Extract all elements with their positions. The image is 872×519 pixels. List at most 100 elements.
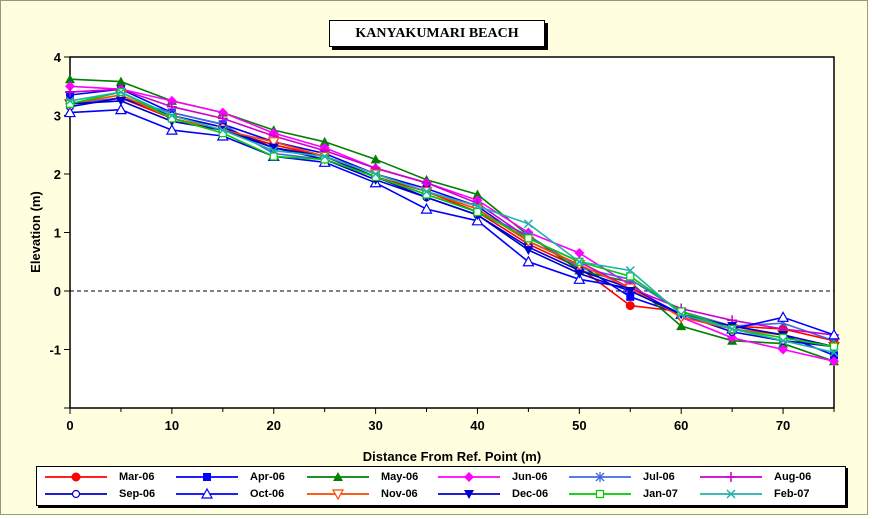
data-point-jun-06: [166, 95, 177, 106]
legend-label: Nov-06: [381, 488, 418, 500]
legend-marker: [726, 489, 736, 499]
data-point-aug-06: [65, 87, 75, 98]
legend-item-jun-06: Jun-06: [436, 469, 547, 485]
series-line-jan-07: [69, 91, 835, 348]
legend-swatch-may-06: [307, 472, 369, 481]
legend-label: Feb-07: [774, 488, 810, 500]
data-point-mar-06: [625, 301, 635, 311]
legend-swatch-oct-06: [176, 487, 238, 499]
legend-label: Jul-06: [643, 471, 675, 483]
plot-area: [69, 56, 835, 409]
data-point-may-06: [319, 136, 330, 146]
legend-marker: [726, 472, 736, 482]
legend-item-oct-06: Oct-06: [174, 486, 284, 502]
data-point-oct-06: [63, 106, 77, 118]
legend-item-nov-06: Nov-06: [305, 486, 418, 502]
x-tick-label: 40: [470, 418, 484, 433]
series-line-nov-06: [69, 94, 835, 348]
data-point-feb-07: [116, 87, 126, 97]
data-point-feb-07: [320, 151, 330, 161]
data-point-feb-07: [269, 146, 279, 156]
legend-item-jul-06: Jul-06: [567, 469, 675, 485]
legend-swatch-feb-07: [700, 489, 762, 499]
data-point-feb-07: [523, 219, 533, 229]
legend-marker: [200, 487, 214, 499]
series-feb-07: [65, 87, 839, 357]
legend-label: Apr-06: [250, 471, 285, 483]
data-point-jun-06: [574, 247, 585, 258]
x-tick-label: 50: [572, 418, 586, 433]
series-line-jun-06: [69, 85, 835, 362]
data-point-may-06: [472, 189, 483, 199]
data-point-jan-07: [473, 207, 482, 217]
legend-item-feb-07: Feb-07: [698, 486, 809, 502]
data-point-feb-07: [727, 324, 737, 334]
legend-item-dec-06: Dec-06: [436, 486, 548, 502]
legend-item-apr-06: Apr-06: [174, 469, 285, 485]
data-point-feb-07: [371, 169, 381, 179]
legend-label: Sep-06: [119, 488, 156, 500]
data-point-oct-06: [420, 202, 433, 214]
data-point-may-06: [676, 321, 687, 331]
y-tick-label: 2: [54, 167, 61, 182]
x-tick-label: 0: [66, 418, 73, 433]
data-point-oct-06: [522, 255, 535, 267]
y-tick-label: 3: [54, 109, 61, 124]
data-point-jun-06: [778, 344, 789, 355]
legend-label: May-06: [381, 471, 419, 483]
data-point-aug-06: [166, 101, 177, 112]
data-point-oct-06: [573, 273, 586, 284]
data-point-dec-06: [574, 269, 585, 279]
data-point-oct-06: [777, 311, 790, 322]
title-box: KANYAKUMARI BEACH: [329, 20, 545, 47]
legend-swatch-jan-07: [569, 489, 631, 499]
data-point-aug-06: [217, 113, 228, 124]
y-tick-label: 1: [54, 226, 61, 241]
data-point-may-06: [370, 154, 381, 164]
legend-swatch-apr-06: [176, 473, 238, 481]
legend-label: Oct-06: [250, 488, 285, 500]
chart-title: KANYAKUMARI BEACH: [355, 25, 519, 41]
legend-marker: [595, 489, 605, 499]
y-tick-label: 4: [54, 50, 62, 65]
data-point-jan-07: [269, 152, 278, 161]
data-point-apr-06: [830, 351, 838, 360]
x-axis-label: Distance From Ref. Point (m): [363, 449, 541, 464]
legend-swatch-sep-06: [45, 489, 107, 499]
data-point-jan-07: [626, 272, 635, 281]
legend-label: Jan-07: [643, 488, 678, 500]
legend-marker: [71, 489, 81, 499]
data-point-feb-07: [829, 347, 839, 357]
data-point-feb-07: [218, 125, 228, 135]
legend-marker: [464, 472, 474, 482]
legend-swatch-mar-06: [45, 472, 107, 482]
data-point-feb-07: [167, 110, 177, 121]
data-point-dec-06: [268, 143, 279, 153]
legend-marker: [464, 490, 474, 499]
legend-item-mar-06: Mar-06: [43, 469, 154, 485]
data-point-apr-06: [626, 292, 635, 301]
legend: Mar-06 Apr-06 May-06 Jun-06 Jul-06 Aug-06 Sep-…: [36, 466, 846, 506]
data-point-nov-06: [267, 137, 280, 149]
series-layer: [63, 74, 841, 367]
data-point-feb-07: [574, 257, 584, 267]
data-point-jun-06: [829, 356, 839, 367]
legend-marker: [595, 472, 605, 482]
legend-marker: [71, 472, 81, 482]
legend-item-sep-06: Sep-06: [43, 486, 155, 502]
y-tick-label: -1: [49, 343, 61, 358]
data-point-jun-06: [727, 332, 738, 343]
legend-marker: [333, 472, 343, 481]
x-tick-label: 20: [266, 418, 280, 433]
data-point-feb-07: [676, 309, 686, 319]
data-point-jun-06: [65, 81, 75, 92]
data-point-feb-07: [65, 96, 75, 106]
data-point-may-06: [65, 74, 75, 84]
data-point-dec-06: [523, 246, 534, 256]
data-point-feb-07: [778, 336, 788, 346]
legend-item-may-06: May-06: [305, 469, 418, 485]
data-point-jan-07: [829, 342, 839, 351]
y-axis-label: Elevation (m): [28, 191, 43, 273]
x-tick-label: 10: [165, 418, 179, 433]
